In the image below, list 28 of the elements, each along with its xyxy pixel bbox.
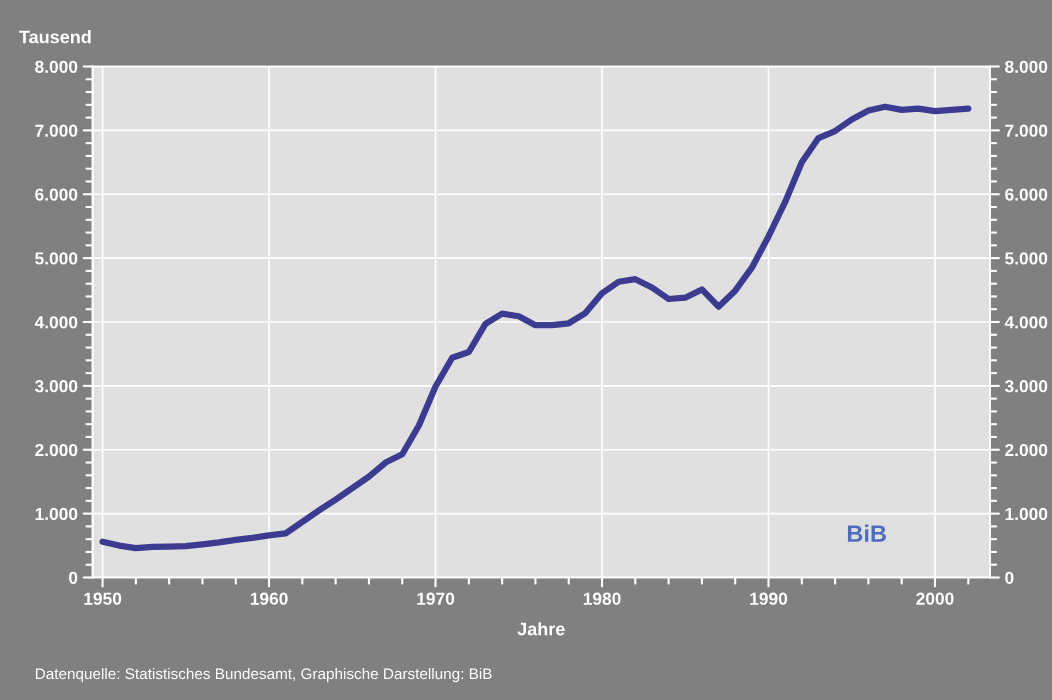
x-tick-label: 1950 [84,592,122,605]
y-tick-label: 3.000 [34,380,78,393]
y-tick-label: 7.000 [35,124,78,137]
y2-tick-label: 2.000 [1005,443,1048,457]
y2-tick-label: 5.000 [1005,252,1048,265]
y2-tick-label: 6.000 [1005,188,1048,201]
y-tick-label: 8.000 [35,60,78,73]
y2-tick-label: 3.000 [1004,380,1048,393]
x-tick-label: 1960 [250,592,288,605]
y2-tick-label: 1.000 [1005,507,1048,521]
y2-tick-label: 0 [1005,571,1014,584]
annotation: BiB [847,524,886,542]
y2-tick-label: 7.000 [1005,124,1048,137]
x-tick-label: 1990 [750,592,788,605]
text: Datenquelle: Statistisches Bundesamt, Graphische Darstellung: BiB [35,667,492,683]
y-tick-label: 1.000 [35,507,78,521]
y-tick-label: 5.000 [35,252,78,265]
y-tick-label: 0 [69,571,78,584]
y-axis-title: Tausend [19,30,91,44]
x-axis-title: Jahre [517,622,565,636]
x-tick-label: 1980 [583,592,621,605]
y-tick-label: 4.000 [34,316,78,329]
y2-tick-label: 4.000 [1004,316,1048,329]
x-tick-label: 2000 [916,592,954,605]
y-tick-label: 2.000 [35,443,78,457]
x-tick-label: 1970 [417,592,455,605]
y2-tick-label: 8.000 [1005,60,1048,73]
y-tick-label: 6.000 [35,188,78,201]
